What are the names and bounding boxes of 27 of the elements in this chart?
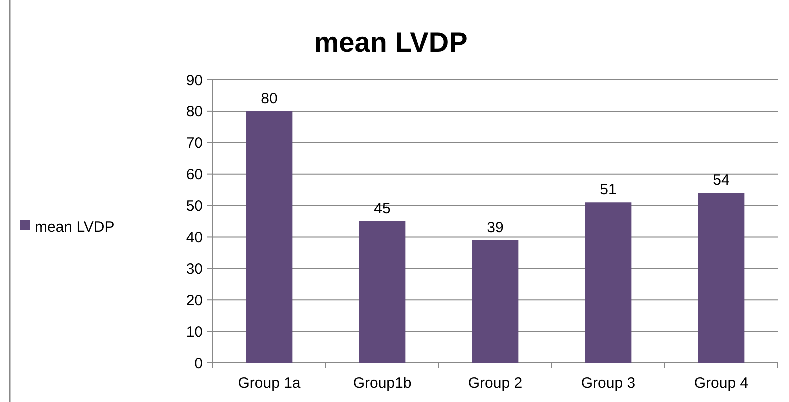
y-tick-label: 60 bbox=[186, 166, 203, 184]
bar bbox=[472, 240, 519, 363]
y-tick-label: 90 bbox=[186, 72, 203, 90]
bar bbox=[585, 202, 632, 363]
bar bbox=[698, 193, 745, 363]
x-tick-label: Group1b bbox=[353, 375, 412, 392]
bar bbox=[246, 111, 293, 363]
data-label: 39 bbox=[487, 219, 504, 236]
y-tick-label: 10 bbox=[186, 324, 203, 341]
data-label: 54 bbox=[713, 172, 730, 190]
y-tick-label: 50 bbox=[186, 198, 203, 216]
y-tick-label: 0 bbox=[194, 355, 203, 372]
x-tick-label: Group 4 bbox=[694, 375, 749, 392]
x-tick-label: Group 2 bbox=[468, 375, 523, 392]
bar bbox=[359, 222, 406, 363]
data-label: 51 bbox=[600, 182, 617, 199]
x-tick-label: Group 3 bbox=[581, 375, 636, 392]
y-tick-label: 40 bbox=[186, 229, 203, 246]
y-tick-label: 70 bbox=[186, 135, 203, 152]
chart-title: mean LVDP bbox=[314, 27, 468, 58]
data-label: 45 bbox=[374, 200, 391, 218]
y-tick-label: 20 bbox=[186, 292, 203, 310]
x-tick-label: Group 1a bbox=[238, 375, 302, 392]
y-tick-label: 80 bbox=[186, 104, 203, 121]
data-label: 80 bbox=[261, 90, 278, 108]
y-tick-label: 30 bbox=[186, 260, 203, 278]
legend-label: mean LVDP bbox=[35, 218, 115, 236]
